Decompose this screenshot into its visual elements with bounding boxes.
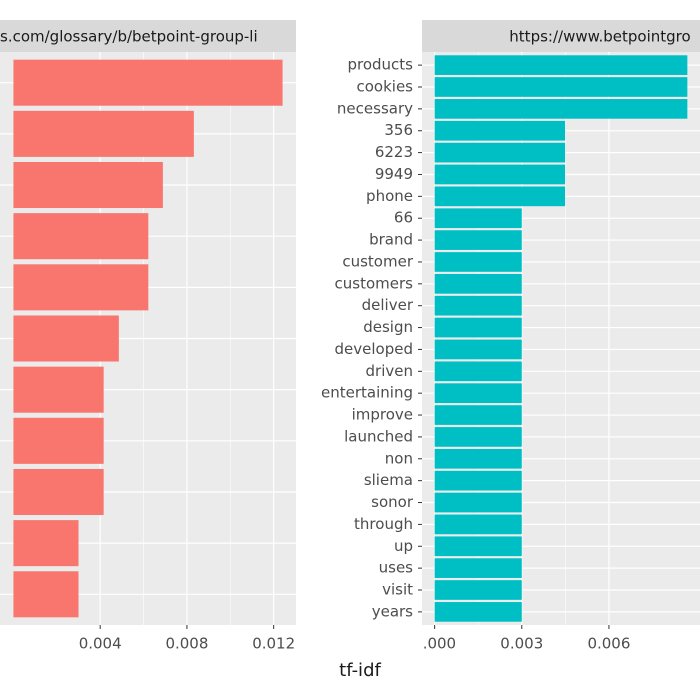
bar <box>434 99 688 119</box>
y-tick-label: developed <box>335 340 413 358</box>
y-tick-label: deliver <box>362 296 414 314</box>
bar <box>434 361 522 382</box>
bar <box>434 339 522 360</box>
x-tick-label: 0.003 <box>500 635 543 653</box>
bar <box>13 417 104 464</box>
bar <box>434 580 522 600</box>
y-tick-label: customer <box>342 252 413 270</box>
bar <box>434 514 522 535</box>
y-tick-label: entertaining <box>321 384 413 402</box>
bar <box>13 315 119 362</box>
y-tick-label: design <box>363 318 413 336</box>
y-tick-label: through <box>354 515 413 533</box>
bar <box>434 317 522 338</box>
y-tick-label: products <box>347 56 413 74</box>
strip-background <box>422 20 700 52</box>
bar <box>434 252 522 272</box>
y-tick-label: uses <box>379 559 414 577</box>
x-tick-label: 0.000 <box>413 635 456 653</box>
bar <box>434 77 688 97</box>
strip-label: s.com/glossary/b/betpoint-group-li <box>0 28 258 46</box>
panel: s.com/glossary/b/betpoint-group-li 0.004 0… <box>0 20 296 653</box>
y-tick-label: improve <box>352 406 413 424</box>
bar <box>13 468 104 516</box>
bar <box>434 383 522 404</box>
y-tick-label: 356 <box>384 121 413 139</box>
bar <box>434 558 522 578</box>
y-tick-label: sliema <box>364 471 413 489</box>
y-tick-label: non <box>385 449 413 467</box>
bar <box>13 264 149 311</box>
x-tick-label: 0.004 <box>79 635 122 653</box>
bar <box>434 142 566 163</box>
x-tick-label: 0.008 <box>165 635 208 653</box>
y-tick-label: launched <box>344 427 413 445</box>
y-tick-label: 66 <box>394 209 413 227</box>
bar <box>13 520 79 567</box>
bar <box>434 492 522 513</box>
bar <box>434 448 522 469</box>
y-tick-label: phone <box>366 187 413 205</box>
bar <box>434 186 566 207</box>
x-axis-label: tf-idf <box>339 660 381 681</box>
bar <box>434 273 522 294</box>
bar <box>434 405 522 425</box>
bar <box>434 164 566 185</box>
panel: https://www.betpointgro 0.000 0.003 0.006 <box>413 20 700 653</box>
y-tick-label: driven <box>366 362 413 380</box>
bar <box>434 602 522 622</box>
bar <box>13 161 163 209</box>
bar <box>434 230 522 250</box>
y-tick-label: necessary <box>337 99 413 117</box>
bar <box>13 110 194 157</box>
y-tick-label: up <box>394 537 413 555</box>
strip-background <box>0 20 296 52</box>
bar <box>434 470 522 491</box>
bar <box>13 571 79 618</box>
x-tick-label: 0.006 <box>587 635 630 653</box>
x-tick-label: 0.012 <box>252 635 295 653</box>
bar <box>434 295 522 316</box>
bar <box>434 208 522 229</box>
y-tick-label: 6223 <box>375 143 413 161</box>
y-tick-label: brand <box>369 231 413 249</box>
y-tick-label: cookies <box>357 77 414 95</box>
y-tick-label: customers <box>335 274 414 292</box>
y-tick-label: sonor <box>371 493 414 511</box>
bar <box>434 427 522 447</box>
bar <box>13 59 283 106</box>
strip-label: https://www.betpointgro <box>509 28 690 46</box>
y-tick-label: years <box>372 602 413 620</box>
bar <box>13 366 104 413</box>
y-tick-label: 9949 <box>375 165 413 183</box>
bar <box>434 55 688 75</box>
bar <box>13 213 149 260</box>
bar <box>434 120 566 141</box>
y-tick-label: visit <box>382 581 413 599</box>
bar <box>434 536 522 557</box>
